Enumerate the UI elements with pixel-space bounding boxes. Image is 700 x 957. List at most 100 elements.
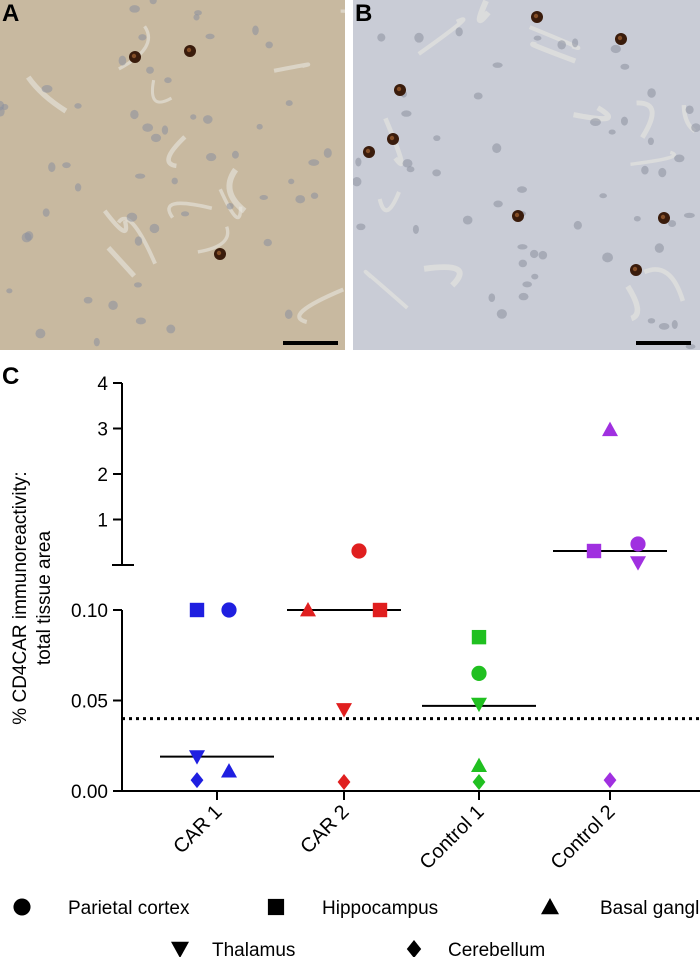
cell-nucleus bbox=[62, 162, 71, 169]
cell-nucleus bbox=[492, 143, 502, 154]
cell-nucleus bbox=[231, 150, 239, 159]
cell-nucleus bbox=[161, 125, 169, 135]
x-tick-label: CAR 2 bbox=[296, 801, 353, 858]
cell-nucleus bbox=[668, 220, 677, 227]
legend-label: Thalamus bbox=[212, 940, 295, 957]
data-point-hippocampus bbox=[189, 602, 205, 618]
cell-nucleus bbox=[633, 215, 641, 222]
data-point-hippocampus bbox=[471, 629, 487, 645]
cell-nucleus bbox=[24, 231, 34, 241]
cell-nucleus bbox=[35, 328, 46, 339]
tissue-fibre bbox=[197, 226, 230, 254]
y-tick-label: 0.05 bbox=[71, 692, 108, 713]
cell-nucleus bbox=[517, 186, 527, 193]
tissue-fibre bbox=[26, 75, 68, 114]
cell-nucleus bbox=[252, 25, 259, 36]
cell-nucleus bbox=[518, 292, 529, 301]
tissue-fibre bbox=[116, 216, 157, 265]
data-point-parietal-cortex bbox=[471, 665, 487, 681]
data-point-basal-ganglia bbox=[300, 602, 316, 617]
cell-nucleus bbox=[288, 178, 295, 185]
stained-cell-core bbox=[216, 250, 222, 256]
y-tick-label: 0.10 bbox=[71, 601, 108, 622]
y-axis-label-line1: % CD4CAR immunoreactivity: bbox=[10, 471, 31, 724]
legend-label: Hippocampus bbox=[322, 898, 438, 919]
cell-nucleus bbox=[150, 133, 162, 143]
cell-nucleus bbox=[620, 116, 628, 126]
cell-nucleus bbox=[610, 44, 621, 54]
cell-nucleus bbox=[166, 324, 176, 334]
cell-nucleus bbox=[259, 194, 268, 201]
data-point-hippocampus bbox=[586, 543, 602, 559]
cell-nucleus bbox=[134, 236, 143, 246]
cell-nucleus bbox=[496, 309, 507, 319]
cell-nucleus bbox=[641, 165, 649, 175]
stained-cell-core bbox=[396, 86, 402, 92]
cell-nucleus bbox=[647, 88, 656, 98]
cell-nucleus bbox=[533, 35, 542, 41]
data-point-basal-ganglia bbox=[602, 421, 618, 437]
cell-nucleus bbox=[256, 123, 263, 130]
tissue-fibre bbox=[166, 135, 187, 169]
tissue-fibre bbox=[423, 264, 463, 288]
data-point-cerebellum bbox=[190, 772, 204, 789]
x-tick-label: Control 2 bbox=[547, 801, 620, 874]
panel-label-c: C bbox=[2, 363, 19, 390]
cell-nucleus bbox=[488, 293, 496, 302]
cell-nucleus bbox=[572, 38, 579, 48]
stained-cell-core bbox=[186, 47, 192, 53]
panel-label-b: B bbox=[355, 0, 373, 27]
cell-nucleus bbox=[671, 320, 678, 329]
cell-nucleus bbox=[658, 323, 670, 330]
cell-nucleus bbox=[263, 238, 272, 247]
cell-nucleus bbox=[517, 244, 528, 250]
cell-nucleus bbox=[265, 41, 273, 49]
data-point-hippocampus bbox=[372, 602, 388, 618]
cell-nucleus bbox=[83, 296, 93, 304]
cell-nucleus bbox=[493, 200, 503, 208]
cell-nucleus bbox=[74, 183, 82, 192]
tissue-fibre bbox=[625, 284, 641, 322]
stained-cell-core bbox=[632, 266, 638, 272]
cell-nucleus bbox=[647, 137, 654, 146]
cell-nucleus bbox=[433, 135, 441, 142]
tissue-fibre bbox=[530, 41, 577, 64]
cell-nucleus bbox=[42, 208, 50, 217]
micrograph-panel-a: A bbox=[0, 0, 345, 350]
cell-nucleus bbox=[74, 103, 82, 109]
legend-marker-parietal-cortex bbox=[13, 898, 31, 916]
data-point-thalamus bbox=[189, 750, 205, 765]
cell-nucleus bbox=[353, 177, 362, 187]
cell-nucleus bbox=[142, 123, 154, 132]
legend-marker-hippocampus bbox=[267, 898, 285, 916]
data-point-cerebellum bbox=[603, 772, 617, 789]
micrograph-b-image bbox=[353, 0, 700, 350]
tissue-fibre bbox=[572, 105, 612, 122]
cell-nucleus bbox=[308, 159, 320, 166]
cell-nucleus bbox=[432, 169, 441, 177]
cell-nucleus bbox=[683, 212, 695, 219]
stained-cell-core bbox=[131, 53, 137, 59]
tissue-fibre bbox=[383, 117, 404, 167]
cell-nucleus bbox=[414, 32, 424, 43]
cell-nucleus bbox=[647, 318, 656, 324]
cell-nucleus bbox=[164, 77, 172, 84]
tissue-fibre bbox=[363, 269, 409, 310]
cell-nucleus bbox=[685, 344, 696, 350]
tissue-fibre bbox=[377, 191, 401, 213]
y-tick-label: 4 bbox=[97, 374, 108, 395]
data-point-basal-ganglia bbox=[471, 757, 487, 773]
tissue-fibre bbox=[643, 267, 686, 302]
tissue-fibre bbox=[167, 201, 213, 219]
data-point-parietal-cortex bbox=[630, 536, 646, 552]
y-axis-label-line2: total tissue area bbox=[34, 531, 55, 666]
tissue-background bbox=[353, 0, 700, 350]
tissue-fibre bbox=[118, 25, 151, 71]
data-point-cerebellum bbox=[472, 773, 486, 790]
x-tick-label: CAR 1 bbox=[169, 801, 226, 858]
legend-label: Basal ganglia bbox=[600, 898, 700, 919]
tissue-fibre bbox=[297, 287, 345, 324]
cell-nucleus bbox=[146, 66, 154, 74]
cell-nucleus bbox=[48, 162, 56, 173]
cell-nucleus bbox=[203, 115, 213, 124]
